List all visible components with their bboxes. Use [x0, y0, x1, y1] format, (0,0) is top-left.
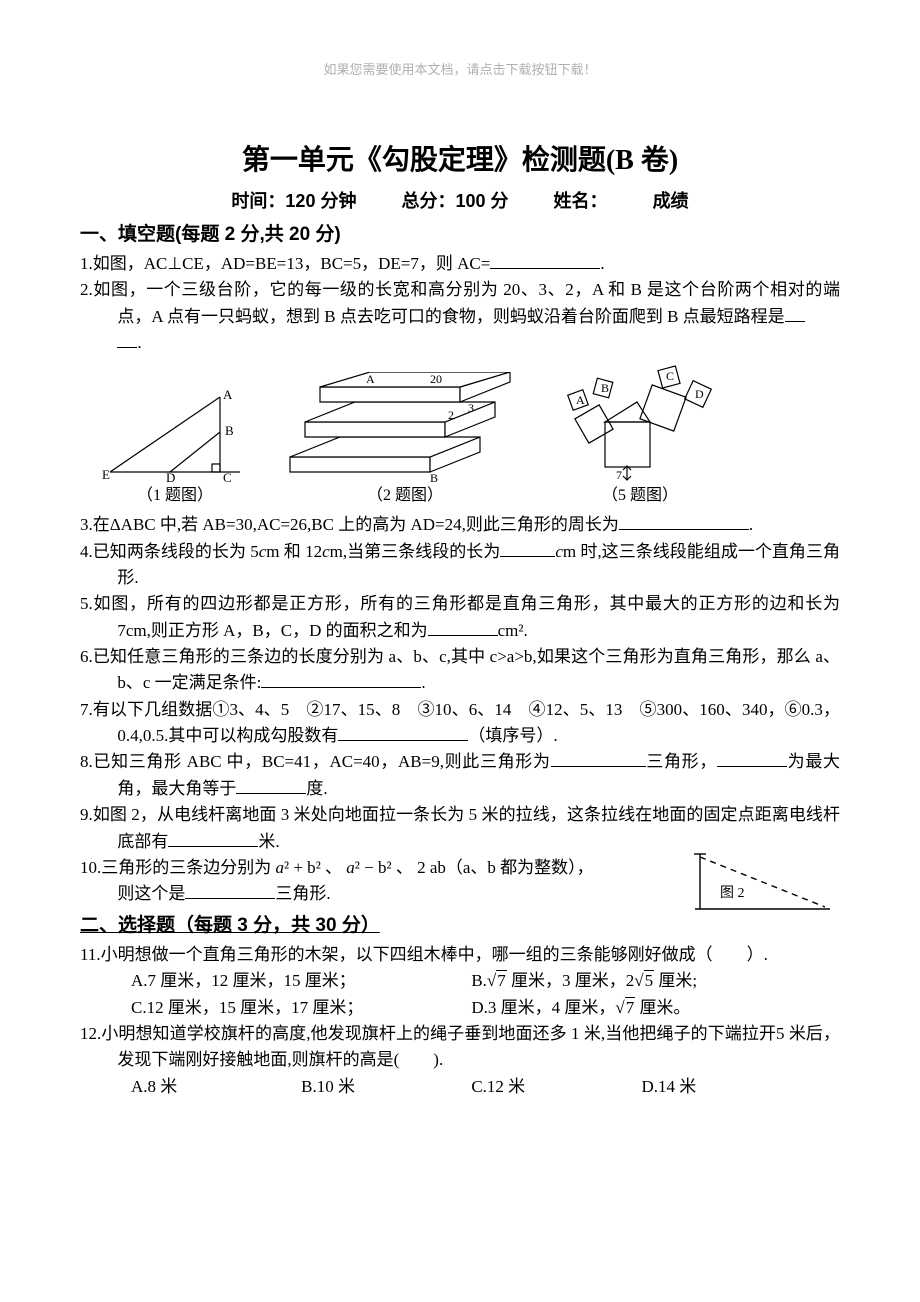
svg-text:D: D: [166, 470, 175, 482]
fig5-svg: A B C D 7: [560, 362, 720, 482]
question-5: 5.如图，所有的四边形都是正方形，所有的三角形都是直角三角形，其中最大的正方形的…: [80, 591, 840, 644]
q3-blank: [619, 512, 749, 530]
q8-blank3: [236, 776, 306, 794]
q7-blank: [338, 723, 468, 741]
q1-blank: [490, 251, 600, 269]
q4-blank: [500, 539, 555, 557]
q11-opt-d: D.3 厘米，4 厘米，7 厘米。: [471, 995, 811, 1021]
q5-blank: [428, 618, 498, 636]
q9-blank: [168, 829, 258, 847]
svg-text:7: 7: [616, 468, 622, 482]
q12-opt-d: D.14 米: [641, 1074, 811, 1100]
svg-text:B: B: [225, 423, 234, 438]
fig2-svg: A 20 2 3 B: [280, 372, 530, 482]
question-6: 6.已知任意三角形的三条边的长度分别为 a、b、c,其中 c>a>b,如果这个三…: [80, 644, 840, 697]
question-7: 7.有以下几组数据①3、4、5 ②17、15、8 ③10、6、14 ④12、5、…: [80, 697, 840, 750]
page: 如果您需要使用本文档，请点击下载按钮下载！ 第一单元《勾股定理》检测题(B 卷)…: [0, 0, 920, 1140]
q8-blank2: [717, 749, 787, 767]
exam-title: 第一单元《勾股定理》检测题(B 卷): [80, 140, 840, 182]
total-label: 总分：100 分: [401, 191, 508, 211]
question-12: 12.小明想知道学校旗杆的高度,他发现旗杆上的绳子垂到地面还多 1 米,当他把绳…: [80, 1021, 840, 1100]
figure-2-inline: 图 2: [680, 849, 840, 941]
header-note: 如果您需要使用本文档，请点击下载按钮下载！: [80, 60, 840, 80]
svg-text:B: B: [430, 471, 438, 482]
svg-text:D: D: [695, 387, 704, 401]
svg-text:C: C: [223, 470, 232, 482]
question-10: 10.三角形的三条边分别为 a² + b² 、 a² − b² 、 2 ab（a…: [80, 855, 840, 908]
svg-text:E: E: [102, 467, 110, 482]
time-label: 时间：120 分钟: [231, 191, 356, 211]
fig1-caption: （1 题图）: [100, 484, 250, 508]
q11-opt-c: C.12 厘米，15 厘米，17 厘米；: [131, 995, 471, 1021]
figure-2: A 20 2 3 B （2 题图）: [280, 372, 530, 508]
q11-opt-b: B.7 厘米，3 厘米，25 厘米;: [471, 968, 811, 994]
question-4: 4.已知两条线段的长为 5cm 和 12cm,当第三条线段的长为cm 时,这三条…: [80, 539, 840, 592]
q2-text: 2.如图，一个三级台阶，它的每一级的长宽和高分别为 20、3、2，A 和 B 是…: [80, 280, 840, 325]
fig5-caption: （5 题图）: [560, 484, 720, 508]
q11-opt-a: A.7 厘米，12 厘米，15 厘米；: [131, 968, 471, 994]
svg-text:2: 2: [448, 408, 454, 422]
svg-text:C: C: [666, 369, 674, 383]
svg-text:3: 3: [468, 401, 474, 415]
svg-text:A: A: [576, 393, 585, 407]
question-3: 3.在ΔABC 中,若 AB=30,AC=26,BC 上的高为 AD=24,则此…: [80, 512, 840, 538]
svg-text:20: 20: [430, 372, 442, 386]
q2-blank: [785, 304, 805, 322]
q10-blank: [185, 881, 275, 899]
question-1: 1.如图，AC⊥CE，AD=BE=13，BC=5，DE=7，则 AC=.: [80, 251, 840, 277]
q12-opt-c: C.12 米: [471, 1074, 641, 1100]
figure-5: A B C D 7 （5 题图）: [560, 362, 720, 508]
q12-opt-b: B.10 米: [301, 1074, 471, 1100]
fig2-caption: （2 题图）: [280, 484, 530, 508]
q8-blank1: [551, 749, 646, 767]
q6-blank: [261, 670, 421, 688]
svg-text:A: A: [366, 372, 375, 386]
meta-row: 时间：120 分钟 总分：100 分 姓名： 成绩: [80, 188, 840, 215]
question-8: 8.已知三角形 ABC 中，BC=41，AC=40，AB=9,则此三角形为三角形…: [80, 749, 840, 802]
q1-text: 1.如图，AC⊥CE，AD=BE=13，BC=5，DE=7，则 AC=: [80, 254, 490, 273]
fig1-svg: A B C D E: [100, 387, 250, 482]
question-9: 9.如图 2，从电线杆离地面 3 米处向地面拉一条长为 5 米的拉线，这条拉线在…: [80, 802, 840, 855]
name-label: 姓名：: [554, 191, 608, 211]
section-1-header: 一、填空题(每题 2 分,共 20 分): [80, 221, 840, 250]
score-label: 成绩: [653, 191, 689, 211]
q12-opt-a: A.8 米: [131, 1074, 301, 1100]
figure-1: A B C D E （1 题图）: [100, 387, 250, 508]
figure-row: A B C D E （1 题图）: [100, 362, 840, 508]
svg-text:B: B: [601, 381, 609, 395]
question-2: 2.如图，一个三级台阶，它的每一级的长宽和高分别为 20、3、2，A 和 B 是…: [80, 277, 840, 356]
question-11: 11.小明想做一个直角三角形的木架，以下四组木棒中，哪一组的三条能够刚好做成（ …: [80, 942, 840, 1021]
svg-text:A: A: [223, 387, 233, 402]
fig2-inline-label: 图 2: [720, 883, 880, 905]
